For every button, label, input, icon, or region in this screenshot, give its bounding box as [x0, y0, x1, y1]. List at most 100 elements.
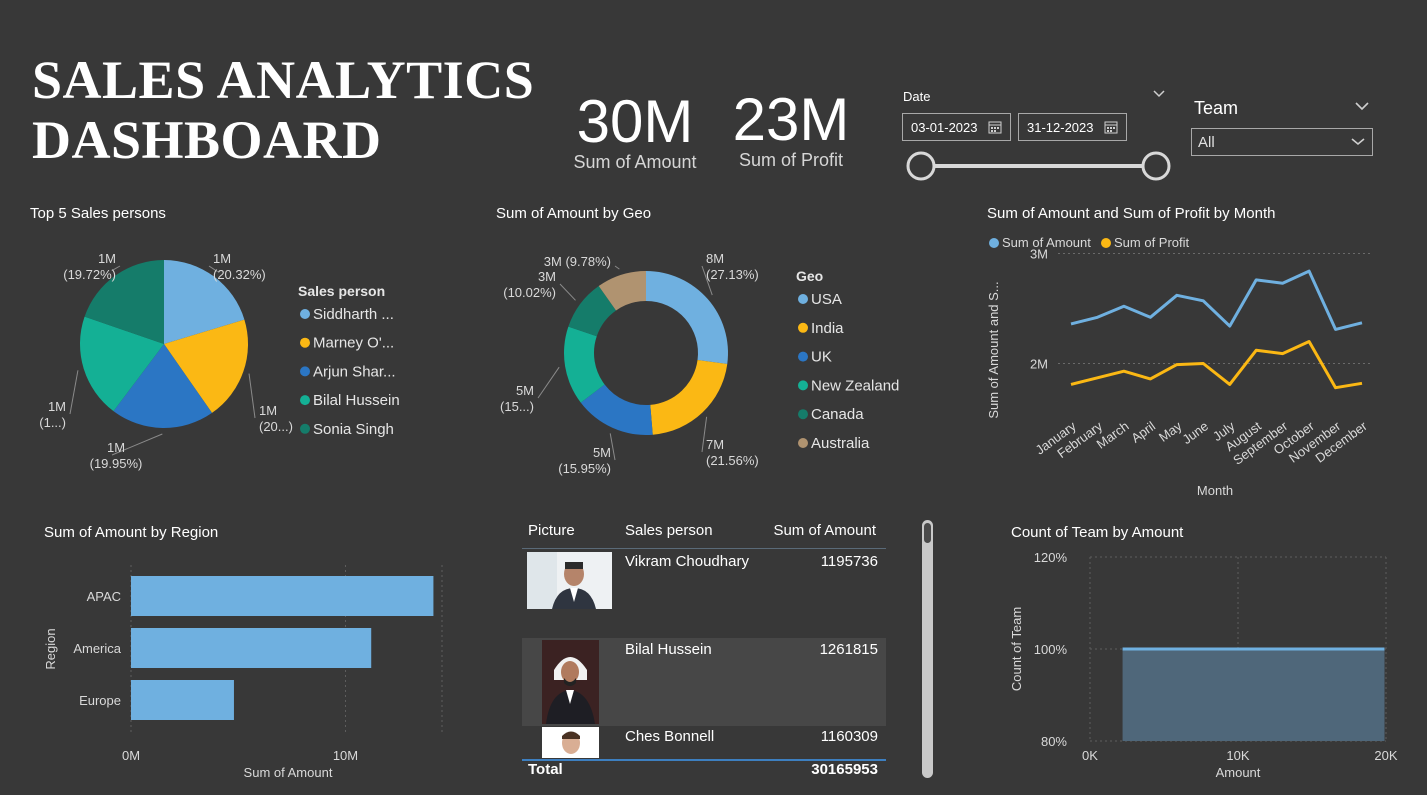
legend-marker	[798, 322, 808, 333]
table-row[interactable]: Ches Bonnell 1160309	[522, 727, 886, 758]
date-range-slider[interactable]	[905, 150, 1173, 184]
sales-table: Picture Sales person Sum of Amount Vikra…	[522, 518, 886, 783]
leader-line	[537, 366, 560, 399]
x-tick-label: April	[1128, 418, 1158, 445]
monthly-line-chart: Sum of Amount Sum of Profit 2M 3M Sum of Amo…	[986, 235, 1372, 498]
x-tick-label: May	[1156, 418, 1185, 445]
donut-slice	[564, 326, 605, 403]
date-start-input[interactable]: 03-01-2023	[902, 113, 1011, 141]
legend-marker	[300, 366, 310, 377]
y-tick-label: APAC	[87, 589, 121, 604]
x-tick-label: 20K	[1374, 748, 1397, 763]
sales-person-name: Vikram Choudhary	[625, 553, 749, 570]
legend-item: Sonia Singh	[313, 421, 394, 438]
legend-title: Geo	[796, 268, 823, 284]
legend-marker	[300, 423, 310, 434]
date-end-input[interactable]: 31-12-2023	[1018, 113, 1127, 141]
sales-amount: 1160309	[820, 728, 878, 745]
donut-slice	[580, 384, 653, 435]
pie-slice	[80, 316, 164, 412]
kpi-label: Sum of Amount	[573, 152, 697, 172]
y-tick-label: 80%	[1041, 734, 1067, 749]
donut-slice	[646, 271, 728, 364]
x-tick-label: 0K	[1082, 748, 1098, 763]
legend-marker	[798, 380, 808, 391]
table-header-divider	[522, 548, 886, 549]
x-tick-label: 10K	[1226, 748, 1249, 763]
table-row[interactable]: Vikram Choudhary 1195736	[522, 549, 886, 637]
x-tick-label: 0M	[122, 748, 140, 763]
table-header-picture[interactable]: Picture	[528, 522, 575, 539]
data-label: 1M	[107, 440, 125, 455]
data-label: 1M	[98, 251, 116, 266]
legend-marker	[300, 337, 310, 348]
table-header-amount[interactable]: Sum of Amount	[773, 522, 876, 539]
date-filter-chevron-icon[interactable]	[1152, 89, 1166, 99]
avatar	[542, 640, 599, 724]
data-label: 7M	[706, 437, 724, 452]
data-label: (19.72%)	[63, 267, 116, 282]
team-dropdown[interactable]: All	[1191, 128, 1373, 156]
date-filter-label: Date	[903, 89, 931, 104]
geo-chart-title: Sum of Amount by Geo	[496, 205, 652, 222]
legend-item: Sum of Amount	[1002, 235, 1091, 250]
leader-line	[614, 265, 620, 270]
data-label: (10.02%)	[503, 285, 556, 300]
legend-item: Australia	[811, 435, 870, 452]
legend-item: Sum of Profit	[1114, 235, 1190, 250]
pie-slice	[84, 260, 164, 344]
legend-item: India	[811, 320, 844, 337]
y-tick-label: Europe	[79, 693, 121, 708]
table-row[interactable]: Bilal Hussein 1261815	[522, 638, 886, 726]
legend-marker	[300, 395, 310, 406]
sales-person-name: Ches Bonnell	[625, 728, 715, 745]
team-dropdown-value: All	[1198, 133, 1215, 151]
legend-marker	[1101, 238, 1111, 248]
data-label: (21.56%)	[706, 453, 759, 468]
data-label: 1M	[48, 399, 66, 414]
slider-handle-start[interactable]	[906, 151, 936, 181]
scrollbar-thumb[interactable]	[924, 523, 931, 543]
legend-item: Bilal Hussein	[313, 392, 400, 409]
legend-item: Arjun Shar...	[313, 363, 396, 380]
x-axis-label: Sum of Amount	[244, 765, 333, 780]
calendar-icon[interactable]	[988, 120, 1002, 134]
donut-slice	[598, 271, 646, 311]
kpi-sum-of-amount: 30M Sum of Amount	[566, 90, 704, 173]
donut-slice	[650, 359, 728, 435]
total-divider	[522, 759, 886, 761]
leader-line	[609, 433, 616, 461]
kpi-label: Sum of Profit	[738, 150, 844, 170]
data-label: (27.13%)	[706, 267, 759, 282]
sales-amount: 1261815	[819, 641, 878, 658]
dashboard-title-line1: SALES ANALYTICS	[32, 50, 535, 110]
series-line	[1070, 340, 1363, 390]
data-label: (20.32%)	[213, 267, 266, 282]
kpi-sum-of-profit: 23M Sum of Profit	[728, 88, 854, 171]
legend-item: UK	[811, 349, 832, 366]
bar	[131, 576, 434, 616]
legend-marker	[300, 309, 310, 319]
pie-slice	[113, 344, 212, 428]
legend-item: New Zealand	[811, 377, 899, 394]
legend-marker	[798, 351, 808, 362]
dashboard-title: SALES ANALYTICS DASHBOARD	[32, 50, 534, 170]
bar	[131, 628, 372, 668]
slider-handle-end[interactable]	[1141, 151, 1171, 181]
y-tick-label: America	[73, 641, 121, 656]
team-filter-label: Team	[1194, 98, 1239, 118]
y-tick-label: 100%	[1034, 642, 1068, 657]
team-filter-chevron-icon[interactable]	[1354, 101, 1370, 113]
legend-item: Siddharth ...	[313, 306, 394, 323]
calendar-icon[interactable]	[1104, 120, 1118, 134]
table-header-sales-person[interactable]: Sales person	[625, 522, 713, 539]
region-chart-title: Sum of Amount by Region	[44, 524, 219, 541]
table-scrollbar[interactable]	[922, 520, 933, 778]
leader-line	[248, 373, 256, 419]
legend-item: Marney O'...	[313, 335, 394, 352]
total-label: Total	[528, 761, 563, 778]
data-label: (20...)	[259, 419, 293, 434]
dashboard-title-line2: DASHBOARD	[32, 110, 382, 170]
top5-chart-title: Top 5 Sales persons	[30, 205, 166, 222]
